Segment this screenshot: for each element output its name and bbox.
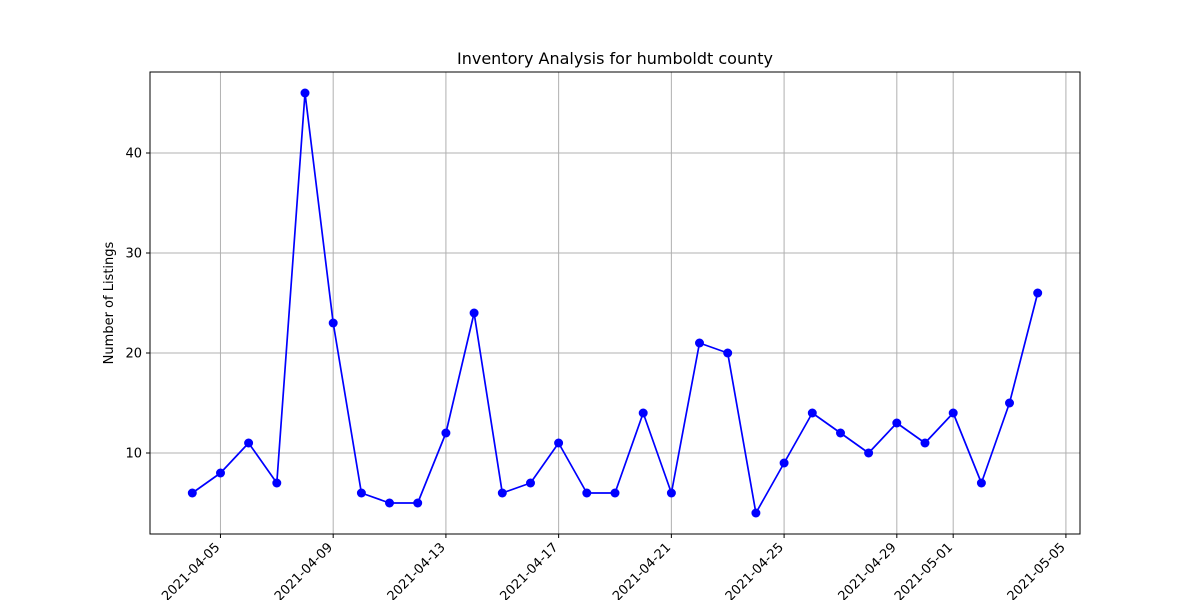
y-tick-label: 30 [125,247,142,262]
data-point [638,408,648,418]
data-point [976,478,986,488]
data-point [836,428,845,438]
data-point [610,488,620,498]
data-point [864,448,874,458]
data-point [807,408,817,418]
series-line-group [187,88,1043,518]
data-point [948,408,958,418]
data-point [526,478,535,488]
data-point [723,348,733,358]
data-point [441,428,451,438]
data-point [666,488,676,498]
data-point [779,458,789,468]
plot-area-frame [149,71,1081,535]
data-point [469,308,479,318]
data-point [751,508,761,518]
y-tick-label: 20 [125,347,142,362]
data-point [244,438,254,448]
data-point [497,488,507,498]
y-axis-label: Number of Listings [102,241,117,364]
chart-title: Inventory Analysis for humboldt county [457,49,773,68]
data-point [1033,288,1043,298]
data-point [216,468,225,478]
y-tick-label: 10 [125,447,142,462]
data-point [385,498,394,508]
data-point [582,488,592,498]
data-point [554,438,564,448]
data-point [920,438,930,448]
data-point [892,418,902,428]
data-point [356,488,366,498]
data-point [328,318,338,328]
data-point [187,488,197,498]
data-point [272,478,282,488]
data-point [695,338,704,348]
data-point [1005,398,1014,408]
y-tick-label: 40 [125,147,142,162]
grid-lines [150,72,1080,534]
data-point [300,88,310,98]
data-point [413,498,423,508]
